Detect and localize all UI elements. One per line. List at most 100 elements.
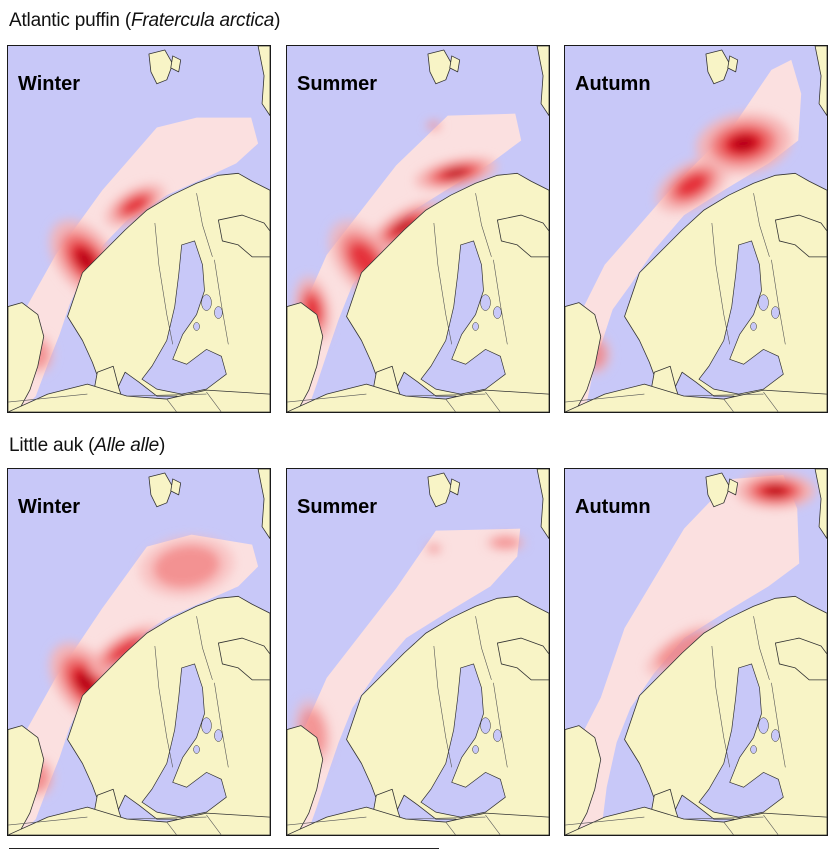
lake <box>472 745 479 754</box>
density-layer <box>578 113 791 375</box>
country-border <box>565 816 645 826</box>
density-hotspot <box>675 172 709 198</box>
density-hotspot <box>445 169 466 178</box>
map-panel-puffin-winter: Winter <box>7 45 271 413</box>
lake <box>201 717 212 734</box>
country-border <box>711 646 731 768</box>
country-border <box>287 816 367 826</box>
lake <box>493 306 502 319</box>
lake <box>193 745 200 754</box>
country-border <box>214 682 229 768</box>
baltic-sea <box>698 663 784 818</box>
density-hotspot <box>428 545 440 553</box>
lake <box>493 729 502 742</box>
country-border <box>206 391 222 412</box>
season-label: Autumn <box>575 73 651 95</box>
lake <box>480 717 491 734</box>
country-border <box>445 398 456 412</box>
species-latin-name: Alle alle <box>94 435 160 456</box>
country-border <box>8 393 88 403</box>
baltic-sea <box>141 663 227 818</box>
map-panel-little-auk-autumn: Autumn <box>564 468 828 836</box>
land-svalbardA <box>427 472 453 508</box>
country-border <box>485 814 501 835</box>
season-label: Summer <box>297 73 378 95</box>
country-border <box>711 223 731 345</box>
country-border <box>406 816 486 820</box>
country-border <box>196 193 213 257</box>
season-label: Winter <box>18 73 81 95</box>
land-greenland <box>257 46 270 117</box>
country-border <box>763 391 779 412</box>
density-hotspot <box>108 638 142 662</box>
baltic-sea <box>698 240 784 395</box>
country-border <box>406 393 486 397</box>
density-hotspot <box>731 135 756 152</box>
land-svalbardB <box>170 478 182 496</box>
map-svg <box>565 469 827 835</box>
country-border <box>8 816 88 826</box>
lake <box>214 729 223 742</box>
distribution-range <box>565 474 800 835</box>
density-hotspot <box>428 122 440 130</box>
country-border <box>206 814 222 835</box>
map-svg <box>565 46 827 412</box>
country-border <box>214 259 229 345</box>
land-kola <box>217 214 270 258</box>
lake <box>201 294 212 311</box>
country-border <box>433 223 453 345</box>
country-border <box>433 646 453 768</box>
map-svg <box>287 469 549 835</box>
lake <box>758 717 769 734</box>
country-border <box>196 616 213 680</box>
land-britain <box>287 302 324 412</box>
map-svg <box>8 46 270 412</box>
country-border <box>475 616 492 680</box>
country-border <box>771 682 786 768</box>
land-greenland <box>814 46 827 117</box>
country-border <box>753 193 770 257</box>
land-britain <box>287 725 324 835</box>
land-britain <box>8 725 45 835</box>
land-svalbardB <box>449 478 461 496</box>
land-britain <box>565 725 602 835</box>
map-panel-puffin-autumn: Autumn <box>564 45 828 413</box>
country-border <box>445 821 456 835</box>
density-hotspot <box>153 545 220 588</box>
country-border <box>127 816 207 820</box>
density-hotspot <box>491 537 520 549</box>
lake <box>750 322 757 331</box>
baltic-sea <box>141 240 227 395</box>
country-border <box>127 393 207 397</box>
land-greenland <box>536 46 549 117</box>
map-panel-little-auk-winter: Winter <box>7 468 271 836</box>
country-border <box>166 398 177 412</box>
lake <box>758 294 769 311</box>
country-border <box>771 259 786 345</box>
land-kola <box>496 637 549 681</box>
density-layer <box>21 183 166 375</box>
lake <box>750 745 757 754</box>
land-kola <box>774 214 827 258</box>
density-hotspot <box>395 220 414 234</box>
lake <box>771 729 780 742</box>
land-svalbardA <box>427 49 453 85</box>
land-greenland <box>814 469 827 540</box>
species-title-puffin: Atlantic puffin (Fratercula arctica) <box>9 10 281 31</box>
density-hotspot <box>765 486 786 496</box>
land-kola <box>496 214 549 258</box>
lake <box>193 322 200 331</box>
footer-rule <box>9 848 439 849</box>
season-label: Winter <box>18 496 81 518</box>
land-svalbardA <box>148 472 174 508</box>
land-svalbardA <box>705 49 731 85</box>
country-border <box>154 646 174 768</box>
species-common-name: Atlantic puffin <box>9 10 120 31</box>
lake <box>771 306 780 319</box>
map-svg <box>8 469 270 835</box>
land-kola <box>774 637 827 681</box>
country-border <box>684 816 764 820</box>
land-svalbardB <box>727 478 739 496</box>
land-britain <box>8 302 45 412</box>
country-border <box>723 398 734 412</box>
